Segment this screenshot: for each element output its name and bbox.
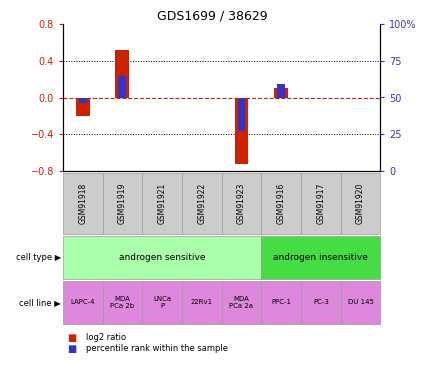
Text: GSM91917: GSM91917 [316,183,326,224]
Text: GSM91919: GSM91919 [118,183,127,224]
Text: GDS1699 / 38629: GDS1699 / 38629 [157,9,268,22]
Bar [76,98,90,116]
Bar [116,50,129,98]
Text: cell line ▶: cell line ▶ [19,298,61,307]
Bar [119,76,126,98]
Text: androgen insensitive: androgen insensitive [273,253,368,262]
Text: PPC-1: PPC-1 [271,299,291,305]
Text: LNCa
P: LNCa P [153,296,171,309]
Text: percentile rank within the sample: percentile rank within the sample [86,344,228,353]
Text: ■: ■ [67,333,76,342]
Text: log2 ratio: log2 ratio [86,333,126,342]
Text: MDA
PCa 2a: MDA PCa 2a [230,296,253,309]
Text: androgen sensitive: androgen sensitive [119,253,205,262]
Text: 22Rv1: 22Rv1 [191,299,213,305]
Text: DU 145: DU 145 [348,299,374,305]
Text: GSM91921: GSM91921 [158,183,167,224]
Text: GSM91916: GSM91916 [277,183,286,224]
Text: PC-3: PC-3 [313,299,329,305]
Text: GSM91918: GSM91918 [78,183,87,224]
Bar [79,98,87,104]
Bar [235,98,249,164]
Text: cell type ▶: cell type ▶ [16,253,61,262]
Text: LAPC-4: LAPC-4 [71,299,95,305]
Text: GSM91920: GSM91920 [356,183,365,224]
Bar [277,84,285,98]
Text: GSM91923: GSM91923 [237,183,246,224]
Text: MDA
PCa 2b: MDA PCa 2b [110,296,134,309]
Bar [238,98,246,131]
Bar [274,88,288,98]
Text: ■: ■ [67,344,76,354]
Text: GSM91922: GSM91922 [197,183,206,224]
